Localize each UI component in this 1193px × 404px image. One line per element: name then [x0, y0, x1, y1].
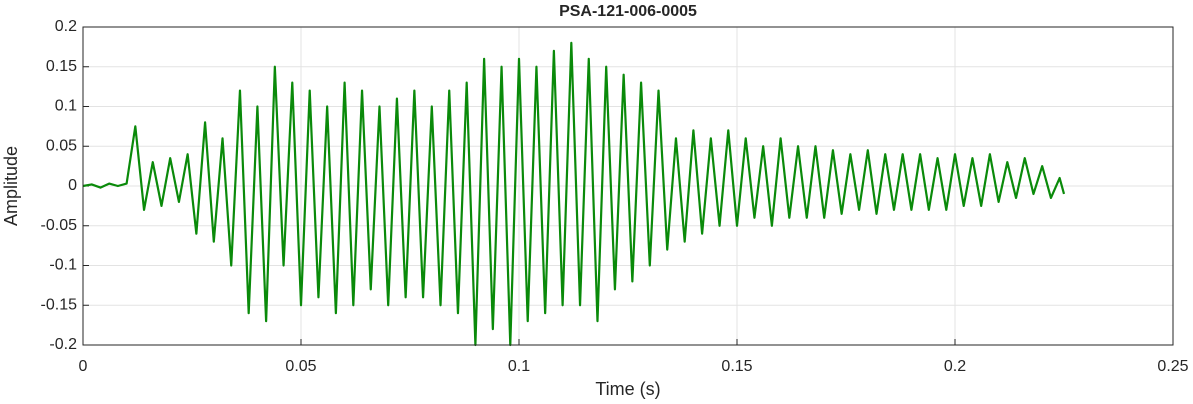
y-tick-label: 0 — [68, 177, 77, 194]
signal-line — [82, 41, 1066, 347]
y-axis-label: Amplitude — [1, 146, 21, 226]
x-tick-label: 0.05 — [285, 358, 316, 375]
y-tick-label: -0.05 — [41, 217, 78, 234]
y-tick-label: 0.1 — [55, 98, 77, 115]
y-tick-label: 0.2 — [55, 18, 77, 35]
x-tick-label: 0.25 — [1157, 358, 1188, 375]
y-tick-label: -0.1 — [49, 257, 77, 274]
chart-title: PSA-121-006-0005 — [559, 3, 697, 20]
plot-frame — [82, 26, 1174, 346]
x-tick-label: 0.15 — [721, 358, 752, 375]
y-tick-label: 0.05 — [46, 137, 77, 154]
x-tick-label: 0.1 — [508, 358, 530, 375]
y-tick-label: -0.2 — [49, 336, 77, 353]
x-tick-label: 0 — [79, 358, 88, 375]
x-axis-label: Time (s) — [595, 379, 660, 399]
y-tick-label: -0.15 — [41, 296, 78, 313]
x-tick-label: 0.2 — [944, 358, 966, 375]
y-tick-label: 0.15 — [46, 58, 77, 75]
